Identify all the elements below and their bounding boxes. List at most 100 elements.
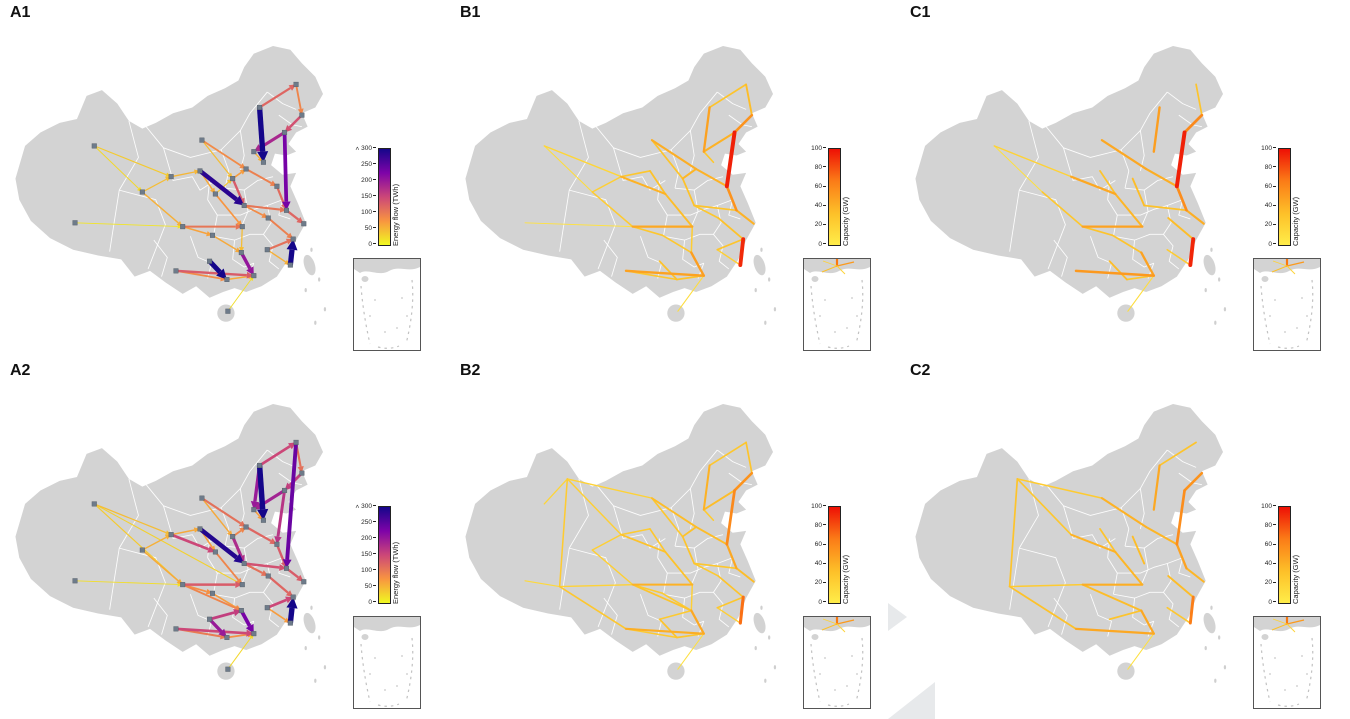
flow-edge — [231, 178, 243, 200]
inset-islet — [401, 297, 403, 299]
colorbar-tick-50: 50 — [350, 583, 376, 590]
inset-islet — [369, 315, 371, 317]
capacity-edge — [1188, 595, 1195, 625]
flow-arrowhead — [286, 239, 298, 251]
province-node — [257, 462, 263, 468]
capacity-edge — [1140, 251, 1155, 277]
province-node — [180, 224, 186, 230]
tick-mark — [373, 505, 376, 507]
flow-arrowhead — [233, 195, 245, 206]
inset-frame — [1253, 616, 1321, 709]
colorbar-tick-100: 100 — [350, 209, 376, 216]
province-node — [91, 143, 97, 149]
inset-capacity-edge — [836, 261, 855, 267]
province-node — [274, 541, 280, 547]
capacity-edge — [1074, 627, 1155, 635]
flow-edge — [256, 107, 266, 152]
colorbar-tick-0: 0 — [1250, 241, 1276, 248]
capacity-edge — [1166, 606, 1192, 624]
inset-capacity-edge — [1286, 265, 1296, 275]
greater-than-symbol: > — [354, 146, 362, 150]
capacity-edge — [1099, 528, 1117, 553]
capacity-edge — [591, 549, 634, 586]
province-node — [260, 159, 266, 165]
tick-mark — [373, 147, 376, 149]
flow-edge — [198, 527, 238, 560]
flow-edge — [201, 139, 230, 175]
panel-B1: B1 100 80 60 40 20 0 Capacity (GW) — [450, 0, 900, 358]
tick-mark — [373, 227, 376, 229]
colorbar-title: Capacity (GW) — [841, 196, 850, 246]
tick-mark — [1273, 505, 1276, 507]
colorbar-tick-20: 20 — [800, 579, 826, 586]
capacity-edge — [738, 237, 746, 268]
colorbar-tick-0: 0 — [800, 241, 826, 248]
province-border — [1113, 233, 1164, 241]
inset-dash-line-bottom — [827, 345, 850, 349]
province-node — [225, 666, 231, 672]
flow-edge — [243, 204, 264, 216]
sea-islet — [1204, 287, 1207, 293]
flow-arrowhead — [281, 201, 291, 211]
colorbar-tick-150: 150 — [350, 193, 376, 200]
capacity-edge — [733, 113, 754, 134]
flow-arrowhead — [235, 223, 243, 230]
china-mainland — [15, 45, 324, 298]
inset-islet — [834, 689, 836, 691]
inset-islet — [824, 657, 826, 659]
panel-A1: A1 >300 250 200 150 100 50 0 Energy flow (TWh) — [0, 0, 450, 358]
inset-capacity-edge — [1286, 623, 1296, 633]
colorbar-tick-100: 100 — [350, 567, 376, 574]
province-node — [265, 573, 271, 579]
province-border — [1045, 91, 1168, 158]
colorbar-tick-20: 20 — [1250, 221, 1276, 228]
flow-edge — [275, 185, 286, 205]
capacity-edge — [1188, 237, 1196, 268]
inset-dash-line-bottom — [1277, 703, 1300, 707]
province-border — [1019, 189, 1066, 270]
province-node — [283, 565, 289, 571]
province-node — [209, 590, 215, 596]
province-node — [287, 262, 293, 268]
province-node — [230, 534, 236, 540]
capacity-edge — [524, 222, 634, 228]
province-node — [230, 176, 236, 182]
province-node — [264, 605, 270, 611]
inset-islet — [1296, 327, 1298, 329]
colorbar-ticks: 100 80 60 40 20 0 — [800, 145, 826, 248]
inset-islet — [851, 655, 853, 657]
sea-islet — [314, 320, 317, 325]
sea-islet — [768, 277, 771, 282]
capacity-edge — [1127, 633, 1155, 670]
sea-islet — [1214, 320, 1217, 325]
province-border — [220, 507, 230, 547]
panel-label-C1: C1 — [910, 4, 931, 21]
colorbar-tick-0: 0 — [350, 241, 376, 248]
inset-capacity-edge — [1271, 265, 1288, 273]
province-node — [251, 149, 257, 155]
inset-capacity-edge — [836, 265, 846, 275]
capacity-edge — [690, 225, 694, 254]
south-china-sea-inset-C2 — [1253, 616, 1321, 709]
province-node — [299, 470, 305, 476]
colorbar-tick-0: 0 — [800, 599, 826, 606]
province-node — [197, 526, 203, 532]
panel-label-B2: B2 — [460, 362, 481, 379]
china-map-B1 — [465, 45, 777, 325]
province-border — [153, 597, 168, 635]
province-node — [139, 189, 145, 195]
panel-C2: C2 100 80 60 40 20 0 Capacity (GW) — [900, 358, 1350, 719]
taiwan-island — [753, 254, 766, 276]
tick-mark — [823, 147, 826, 149]
flow-arrowhead — [274, 536, 282, 545]
province-border — [1163, 234, 1180, 270]
tick-mark — [823, 166, 826, 168]
inset-islet — [1296, 685, 1298, 687]
province-node — [238, 250, 244, 256]
tick-mark — [1273, 601, 1276, 603]
capacity-edge — [1175, 184, 1188, 212]
colorbar-capacity-B2: 100 80 60 40 20 0 Capacity (GW) — [800, 503, 864, 608]
province-node — [282, 487, 288, 493]
flow-edge — [182, 583, 236, 609]
capacity-edge — [716, 606, 742, 624]
